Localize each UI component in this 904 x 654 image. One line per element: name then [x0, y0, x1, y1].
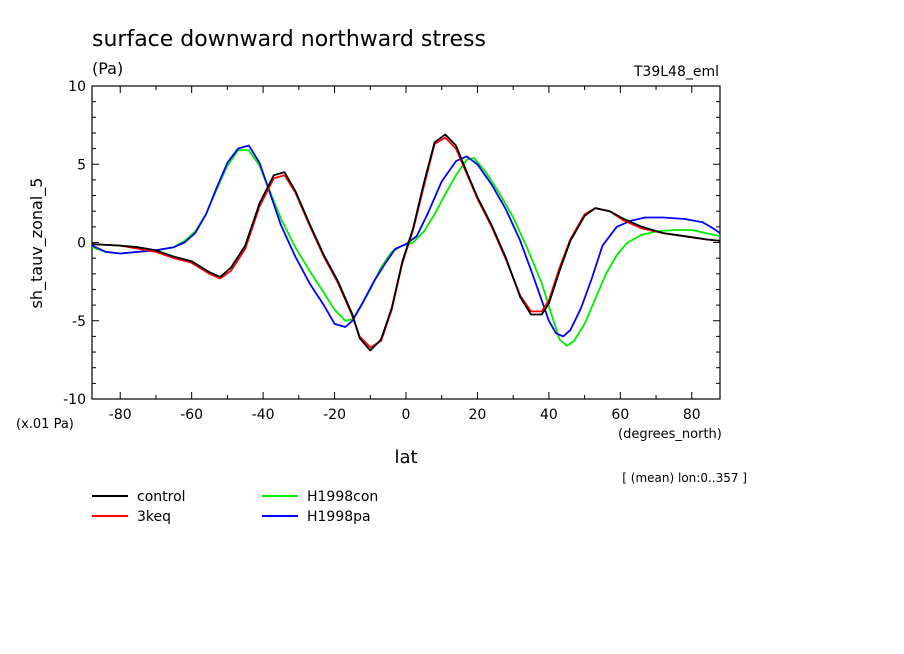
- y-tick-label: 10: [68, 79, 86, 95]
- y-tick-label: 5: [77, 157, 86, 173]
- mean-note: [ (mean) lon:0..357 ]: [622, 471, 747, 485]
- y-tick-label: -5: [72, 314, 86, 330]
- plot-frame: [91, 85, 721, 400]
- y-tick-label: -10: [63, 392, 86, 408]
- x-tick-label: -60: [180, 407, 203, 423]
- legend-label-control: control: [137, 489, 186, 505]
- x-tick-label: -80: [109, 407, 132, 423]
- y-tick-label: 0: [77, 236, 86, 252]
- axis-ticks: [92, 85, 720, 400]
- series-line-3keq: [91, 136, 721, 349]
- series-line-control: [91, 133, 721, 352]
- x-tick-label: -40: [252, 407, 275, 423]
- axis-tick-labels: -80 -60 -40 -20 0 20 40 60 80 -10 -5 0 5 10: [63, 79, 701, 423]
- experiment-label: T39L48_eml: [633, 64, 719, 80]
- x-axis-label: lat: [394, 447, 417, 468]
- legend-label-h1998pa: H1998pa: [307, 509, 371, 525]
- chart-title: surface downward northward stress: [92, 27, 486, 52]
- x-tick-label: 20: [469, 407, 487, 423]
- y-axis-label: sh_tauv_zonal_5: [27, 178, 47, 309]
- legend: control 3keq H1998con H1998pa: [92, 489, 378, 525]
- x-tick-label: -20: [323, 407, 346, 423]
- x-tick-label: 40: [540, 407, 558, 423]
- x-tick-label: 0: [402, 407, 411, 423]
- legend-label-3keq: 3keq: [137, 509, 171, 525]
- y-scale-note: (x.01 Pa): [16, 417, 74, 432]
- series-lines: [91, 133, 721, 352]
- units-label: (Pa): [92, 59, 123, 78]
- x-tick-label: 80: [683, 407, 701, 423]
- x-units-label: (degrees_north): [618, 427, 722, 442]
- legend-label-h1998con: H1998con: [307, 489, 378, 505]
- x-tick-label: 60: [611, 407, 629, 423]
- series-line-h1998pa: [91, 144, 721, 338]
